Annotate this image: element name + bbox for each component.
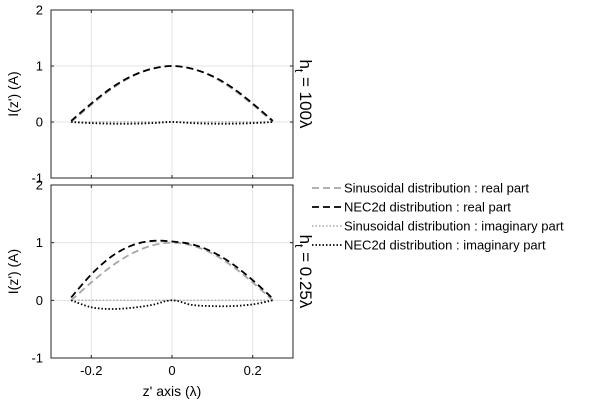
x-tick-label: 0: [168, 363, 175, 378]
series-line-gray-dashed: [70, 241, 274, 302]
side-label-rest: = 0.25λ: [296, 247, 315, 308]
legend-label: NEC2d distribution : real part: [344, 200, 511, 215]
series-line-gray-dashed: [70, 65, 274, 123]
series-line-black-dashed: [70, 239, 274, 300]
panel-top: -1 0 1 2 I(z') (A) ht = 100λ: [5, 3, 315, 186]
panel-bottom: -1 0 1 2 -0.2 0 0.2 I(z') (A) z' axis (λ) ht = 0.…: [5, 178, 315, 400]
panel-side-label: ht = 100λ: [292, 59, 315, 129]
y-tick-label: -1: [31, 351, 43, 366]
legend-label: NEC2d distribution : imaginary part: [344, 238, 546, 253]
x-tick-label: -0.2: [80, 363, 102, 378]
y-tick-label: 0: [36, 293, 43, 308]
y-tick-label: 1: [36, 59, 43, 74]
series-line-black-dotted: [70, 299, 274, 310]
y-tick-label: 0: [36, 115, 43, 130]
y-axis-label: I(z') (A): [5, 71, 21, 116]
legend-label: Sinusoidal distribution : imaginary part: [344, 219, 564, 234]
x-axis-label: z' axis (λ): [143, 383, 202, 399]
legend-label: Sinusoidal distribution : real part: [344, 181, 529, 196]
y-tick-label: -1: [31, 171, 43, 186]
side-label-main: h: [296, 59, 315, 68]
series-line-black-dashed: [70, 65, 274, 122]
side-label-main: h: [296, 235, 315, 244]
panel-side-label: ht = 0.25λ: [292, 235, 315, 309]
side-label-rest: = 100λ: [296, 72, 315, 129]
y-axis-label: I(z') (A): [5, 249, 21, 294]
side-label-subscript: t: [292, 69, 306, 73]
side-label-subscript: t: [292, 244, 306, 248]
legend: Sinusoidal distribution : real part NEC2d…: [312, 181, 564, 253]
y-tick-label: 2: [36, 3, 43, 18]
y-tick-label: 1: [36, 235, 43, 250]
x-tick-label: 0.2: [244, 363, 262, 378]
y-tick-label: 2: [36, 178, 43, 193]
